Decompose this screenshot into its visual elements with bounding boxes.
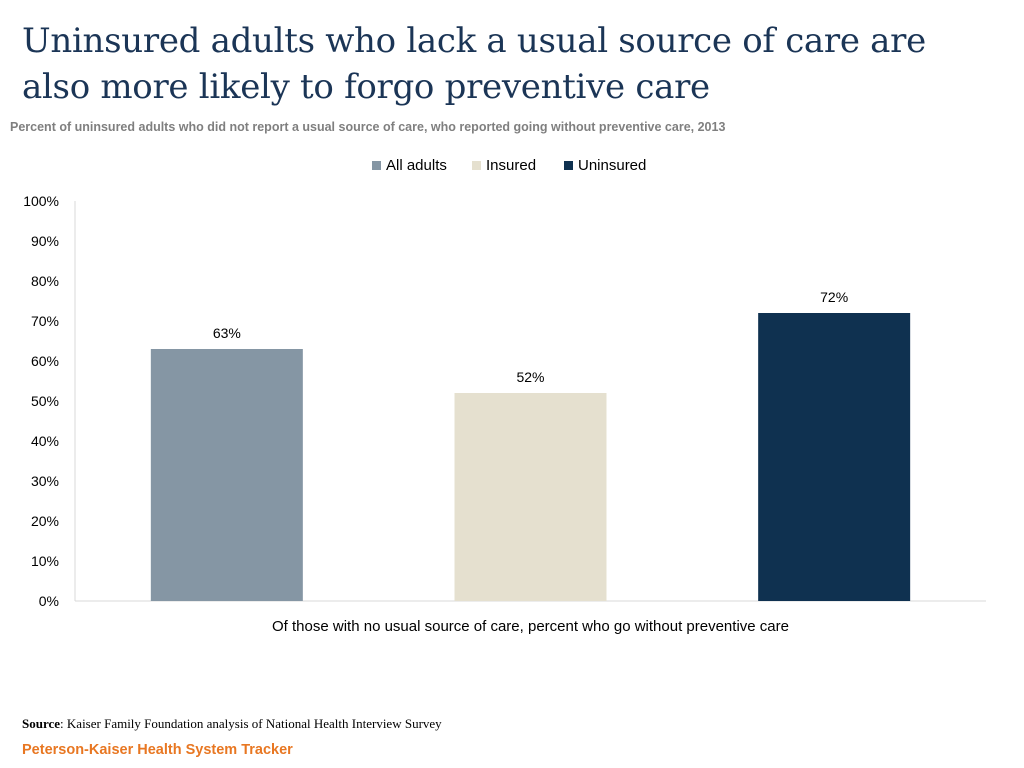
y-tick-label: 30% xyxy=(31,473,59,489)
chart-subtitle: Percent of uninsured adults who did not … xyxy=(10,120,726,134)
source-text: : Kaiser Family Foundation analysis of N… xyxy=(60,716,442,731)
y-tick-label: 60% xyxy=(31,353,59,369)
legend-swatch-uninsured xyxy=(564,161,573,170)
source-label: Source xyxy=(22,716,61,731)
legend-label: All adults xyxy=(386,157,447,174)
bar-all-adults xyxy=(150,349,303,601)
y-tick-label: 20% xyxy=(31,513,59,529)
y-tick-label: 90% xyxy=(31,233,59,249)
y-tick-label: 100% xyxy=(23,193,59,209)
page-title: Uninsured adults who lack a usual source… xyxy=(22,21,926,107)
legend-swatch-all-adults xyxy=(372,161,381,170)
y-tick-label: 80% xyxy=(31,273,59,289)
bar-uninsured xyxy=(758,313,911,601)
legend-swatch-insured xyxy=(472,161,481,170)
y-tick-label: 50% xyxy=(31,393,59,409)
legend-label: Uninsured xyxy=(578,157,646,174)
x-axis-label: Of those with no usual source of care, p… xyxy=(272,618,789,635)
bar-chart: 0% 10% 20% 30% 40% 50% 60% 70% 80% 90% 100% 63% 52% 7… xyxy=(23,157,986,635)
bar-value-label: 72% xyxy=(820,289,848,305)
bar-value-label: 52% xyxy=(516,369,544,385)
y-tick-label: 0% xyxy=(39,593,59,609)
bar-insured xyxy=(454,393,607,601)
legend-label: Insured xyxy=(486,157,536,174)
y-tick-label: 10% xyxy=(31,553,59,569)
bar-value-label: 63% xyxy=(213,325,241,341)
brand-name: Peterson-Kaiser Health System Tracker xyxy=(22,742,293,758)
y-tick-label: 40% xyxy=(31,433,59,449)
y-tick-label: 70% xyxy=(31,313,59,329)
source-note: Source: Kaiser Family Foundation analysi… xyxy=(22,716,442,732)
